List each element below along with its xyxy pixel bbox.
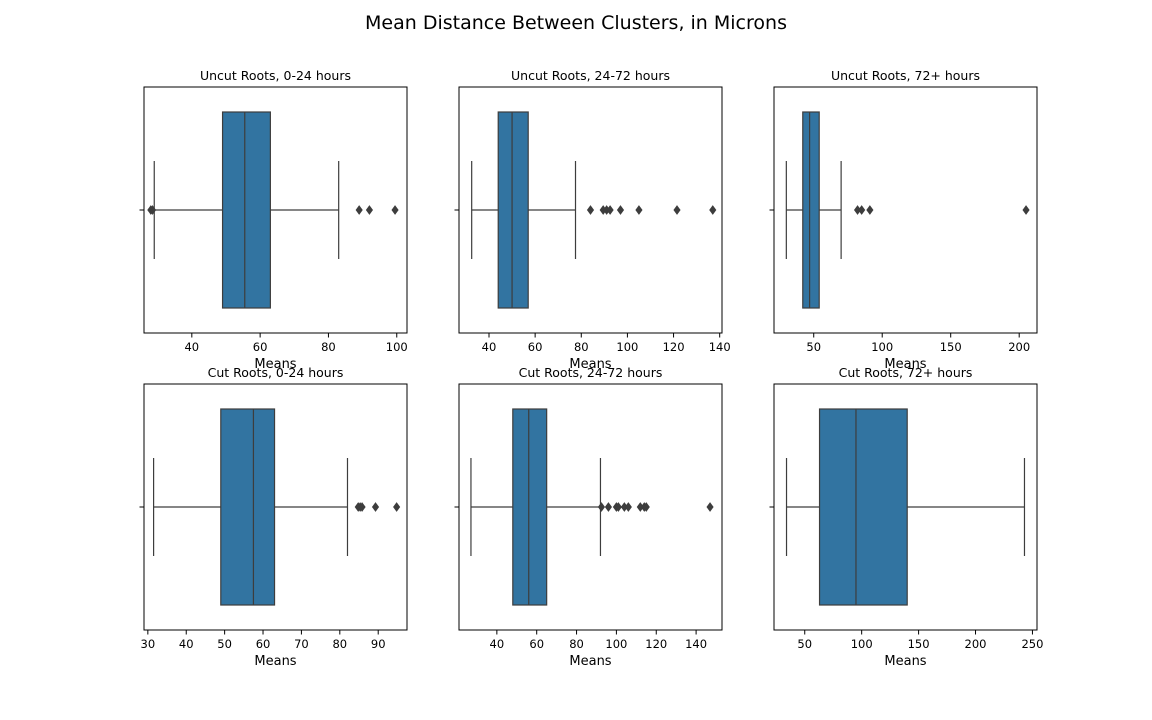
x-tick-label: 90 xyxy=(371,637,386,651)
subplot-panel-5: Cut Roots, 24-72 hours 40 60 80 100 120 140 Mea… xyxy=(454,365,723,669)
x-axis-label: Means xyxy=(569,654,611,669)
outlier-point xyxy=(866,205,874,215)
subplot-title: Uncut Roots, 0-24 hours xyxy=(200,68,351,83)
x-tick-label: 50 xyxy=(217,637,232,651)
outlier-point xyxy=(586,205,595,215)
x-tick-label: 60 xyxy=(256,637,271,651)
x-tick-label: 80 xyxy=(321,340,336,354)
subplot-panel-4: Cut Roots, 0-24 hours 30 40 50 60 70 80 90 Means xyxy=(139,365,408,669)
iqr-box xyxy=(818,408,908,606)
x-tick-label: 100 xyxy=(386,340,408,354)
outlier-point xyxy=(148,205,157,215)
iqr-box xyxy=(220,408,276,606)
subplot-panel-6: Cut Roots, 72+ hours 50 100 150 200 250 Means xyxy=(769,365,1043,669)
x-axis-label: Means xyxy=(884,654,926,669)
x-tick-label: 120 xyxy=(645,637,667,651)
outlier-point xyxy=(673,205,681,215)
subplot-title: Cut Roots, 0-24 hours xyxy=(208,365,344,380)
iqr-box xyxy=(802,111,820,309)
x-tick-label: 100 xyxy=(616,340,638,354)
outlier-point xyxy=(391,205,399,215)
subplot-title: Cut Roots, 24-72 hours xyxy=(519,365,663,380)
outlier-point xyxy=(1022,205,1030,215)
x-tick-label: 150 xyxy=(940,340,962,354)
x-tick-label: 150 xyxy=(908,637,930,651)
x-tick-label: 250 xyxy=(1021,637,1043,651)
x-tick-label: 40 xyxy=(490,637,505,651)
subplot-panel-1: Uncut Roots, 0-24 hours 40 60 80 100 Means xyxy=(139,68,408,372)
x-tick-label: 100 xyxy=(871,340,893,354)
x-tick-label: 100 xyxy=(851,637,873,651)
outlier-point xyxy=(355,205,363,215)
x-tick-label: 200 xyxy=(1008,340,1030,354)
outlier-point xyxy=(393,502,401,512)
x-axis-label: Means xyxy=(254,654,296,669)
iqr-box xyxy=(497,111,529,309)
subplot-title: Cut Roots, 72+ hours xyxy=(839,365,973,380)
x-tick-label: 60 xyxy=(529,637,544,651)
x-tick-label: 80 xyxy=(574,340,589,354)
x-axis-label: Means xyxy=(884,357,926,372)
x-tick-label: 30 xyxy=(141,637,156,651)
x-tick-label: 120 xyxy=(663,340,685,354)
x-tick-label: 40 xyxy=(179,637,194,651)
outlier-point xyxy=(597,502,606,512)
subplot-title: Uncut Roots, 72+ hours xyxy=(831,68,980,83)
outlier-point xyxy=(358,502,366,512)
x-tick-label: 50 xyxy=(797,637,812,651)
outlier-point xyxy=(858,205,866,215)
outlier-point xyxy=(604,502,613,512)
x-tick-label: 80 xyxy=(569,637,584,651)
x-tick-label: 100 xyxy=(605,637,627,651)
x-axis-label: Means xyxy=(569,357,611,372)
outlier-point xyxy=(371,502,380,512)
outlier-point xyxy=(635,205,643,215)
subplot-panel-2: Uncut Roots, 24-72 hours 40 60 80 100 120 140 M… xyxy=(454,68,731,372)
outlier-point xyxy=(709,205,717,215)
outlier-point xyxy=(642,502,650,512)
outlier-point xyxy=(365,205,374,215)
iqr-box xyxy=(221,111,271,309)
outlier-point xyxy=(614,502,622,512)
x-tick-label: 80 xyxy=(332,637,347,651)
iqr-box xyxy=(512,408,548,606)
outlier-point xyxy=(616,205,625,215)
subplot-panel-3: Uncut Roots, 72+ hours 50 100 150 200 Means xyxy=(769,68,1038,372)
subplot-title: Uncut Roots, 24-72 hours xyxy=(511,68,670,83)
x-tick-label: 60 xyxy=(253,340,268,354)
figure-title: Mean Distance Between Clusters, in Micro… xyxy=(365,12,787,34)
outlier-point xyxy=(706,502,714,512)
x-tick-label: 140 xyxy=(685,637,707,651)
outlier-point xyxy=(624,502,632,512)
x-axis-label: Means xyxy=(254,357,296,372)
x-tick-label: 70 xyxy=(294,637,309,651)
x-tick-label: 60 xyxy=(528,340,543,354)
x-tick-label: 50 xyxy=(806,340,821,354)
x-tick-label: 200 xyxy=(965,637,987,651)
x-tick-label: 40 xyxy=(482,340,497,354)
x-tick-label: 40 xyxy=(184,340,199,354)
x-tick-label: 140 xyxy=(709,340,731,354)
outlier-point xyxy=(606,205,614,215)
